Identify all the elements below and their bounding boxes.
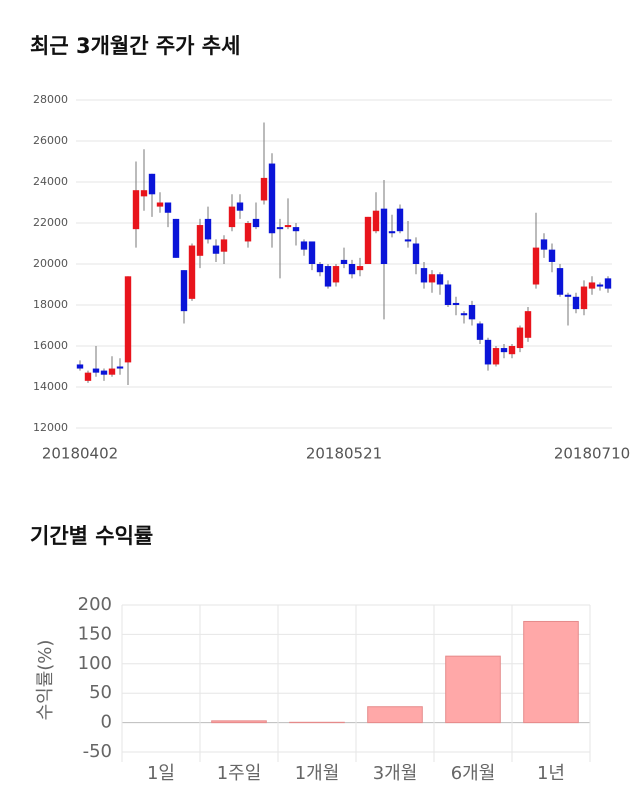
candle-body [500, 348, 508, 353]
x-tick-label: 3개월 [373, 763, 418, 784]
candle-body [196, 225, 204, 256]
candle-body [76, 364, 84, 369]
candle-body [396, 208, 404, 232]
candle-body [460, 313, 468, 316]
y-tick-label: 18000 [33, 298, 68, 311]
candle-body [596, 284, 604, 287]
candle-body [300, 241, 308, 250]
candle-body [564, 294, 572, 297]
candle-body [172, 218, 180, 258]
x-tick-label: 1주일 [217, 763, 262, 784]
bar [523, 620, 579, 724]
candle-body [388, 231, 396, 234]
candle-body [420, 268, 428, 283]
candle-body [444, 284, 452, 305]
y-tick-label: 26000 [33, 134, 68, 147]
y-tick-label: -50 [83, 741, 112, 762]
y-tick-label: 14000 [33, 380, 68, 393]
candle-body [164, 202, 172, 213]
candle-body [516, 327, 524, 349]
candle-body [548, 249, 556, 262]
candle-body [228, 206, 236, 228]
x-tick-label: 1일 [147, 763, 175, 784]
candle-body [412, 243, 420, 264]
candle-body [236, 202, 244, 211]
candle-body [84, 372, 92, 381]
candle-body [132, 190, 140, 230]
y-tick-label: 24000 [33, 175, 68, 188]
candle-body [188, 245, 196, 299]
candle-body [92, 368, 100, 373]
candle-body [540, 239, 548, 250]
candle-body [316, 264, 324, 273]
x-tick-label: 20180402 [42, 445, 118, 463]
y-tick-label: 100 [78, 653, 112, 674]
y-tick-label: 12000 [33, 421, 68, 434]
candle-body [292, 227, 300, 232]
candle-body [212, 245, 220, 254]
candle-body [476, 323, 484, 340]
candle-body [532, 247, 540, 285]
y-tick-label: 50 [89, 682, 112, 703]
candle-body [116, 366, 124, 369]
candle-body [204, 218, 212, 240]
candle-body [252, 218, 260, 228]
candle-body [244, 223, 252, 242]
x-tick-label: 20180521 [306, 445, 382, 463]
candle-body [148, 173, 156, 195]
bar [211, 720, 267, 724]
candle-body [372, 210, 380, 232]
candle-body [108, 368, 116, 375]
candle-body [604, 278, 612, 289]
y-tick-label: 16000 [33, 339, 68, 352]
candle-body [340, 259, 348, 264]
candle-body [180, 270, 188, 312]
chart-title: 최근 3개월간 주가 추세 [30, 34, 240, 58]
bar [367, 706, 423, 724]
y-tick-label: 0 [101, 712, 112, 733]
candle-body [508, 346, 516, 355]
x-tick-label: 1개월 [295, 763, 340, 784]
candle-body [468, 305, 476, 320]
x-tick-label: 1년 [537, 763, 565, 784]
bar [445, 655, 501, 724]
candle-body [428, 274, 436, 283]
candle-body [588, 282, 596, 289]
x-tick-label: 20180710 [554, 445, 630, 463]
candle-body [308, 241, 316, 264]
candle-body [260, 177, 268, 201]
candle-body [140, 190, 148, 197]
candle-body [452, 302, 460, 305]
candle-body [156, 202, 164, 207]
candle-body [332, 266, 340, 283]
candle-body [100, 370, 108, 375]
candle-body [284, 225, 292, 228]
candle-body [348, 264, 356, 275]
x-tick-label: 6개월 [451, 763, 496, 784]
candle-body [556, 268, 564, 295]
candle-body [492, 348, 500, 365]
y-tick-label: 200 [78, 594, 112, 615]
candle-body [380, 208, 388, 264]
y-tick-label: 22000 [33, 216, 68, 229]
candle-body [268, 163, 276, 234]
candle-body [404, 239, 412, 242]
candle-body [220, 239, 228, 252]
candle-body [580, 286, 588, 310]
candle-body [484, 339, 492, 365]
candle-body [436, 274, 444, 285]
y-tick-label: 20000 [33, 257, 68, 270]
candle-body [356, 266, 364, 271]
candle-body [524, 311, 532, 338]
y-tick-label: 150 [78, 623, 112, 644]
candle-body [124, 276, 132, 363]
candle-body [572, 296, 580, 310]
candle-body [276, 227, 284, 230]
chart-title: 기간별 수익률 [30, 524, 153, 548]
y-axis-label: 수익률(%) [35, 640, 56, 721]
candle-body [364, 216, 372, 264]
candle-body [324, 266, 332, 287]
y-tick-label: 28000 [33, 93, 68, 106]
